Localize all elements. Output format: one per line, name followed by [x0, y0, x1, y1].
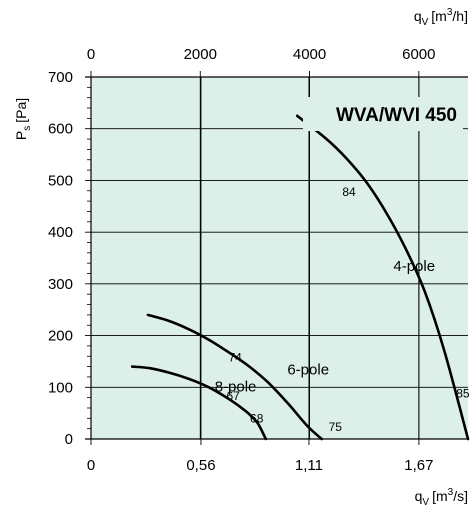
y-tick-label: 300	[48, 276, 73, 293]
y-axis-title: Ps[Pa]	[13, 98, 33, 140]
top-tick-label: 6000	[402, 46, 435, 63]
y-tick-label: 100	[48, 379, 73, 396]
curve-4-pole	[295, 114, 470, 441]
bottom-axis-title: qV [m3/s]	[415, 487, 468, 508]
top-tick-label: 0	[87, 46, 95, 63]
performance-curves	[130, 114, 470, 441]
curve-annotation: 74	[228, 350, 242, 364]
y-tick-label: 500	[48, 172, 73, 189]
curve-annotation: 84	[342, 185, 356, 199]
title-box	[303, 97, 463, 131]
chart-title: WVA/WVI 450	[336, 105, 457, 126]
curve-annotation: 75	[329, 420, 343, 434]
curve-label: 6-pole	[287, 361, 329, 378]
top-axis-title: qV [m3/h]	[414, 7, 468, 28]
y-tick-label: 600	[48, 121, 73, 138]
plot-background	[91, 77, 468, 439]
curve-label: 8-pole	[215, 378, 257, 395]
curve-annotation: 85	[456, 387, 470, 401]
top-tick-label: 4000	[293, 46, 326, 63]
minor-ticks	[87, 86, 91, 430]
curve-annotation: 68	[250, 411, 264, 425]
chart-labels: 0 100 200 300 400 500 600 700 0 0,56 1,11 1,67 0 2000…	[48, 46, 470, 474]
x-tick-label: 1,67	[404, 457, 433, 474]
curve-6-pole	[146, 313, 323, 441]
top-tick-label: 2000	[184, 46, 217, 63]
y-tick-label: 0	[65, 431, 73, 448]
curve-annotation: 67	[226, 389, 240, 403]
curve-8-pole	[130, 365, 268, 441]
y-tick-label: 700	[48, 69, 73, 86]
curve-label: 4-pole	[393, 258, 435, 275]
x-tick-label: 1,11	[295, 457, 323, 474]
x-tick-label: 0,56	[186, 457, 215, 474]
y-tick-label: 200	[48, 328, 73, 345]
y-tick-label: 400	[48, 224, 73, 241]
x-tick-label: 0	[87, 457, 95, 474]
